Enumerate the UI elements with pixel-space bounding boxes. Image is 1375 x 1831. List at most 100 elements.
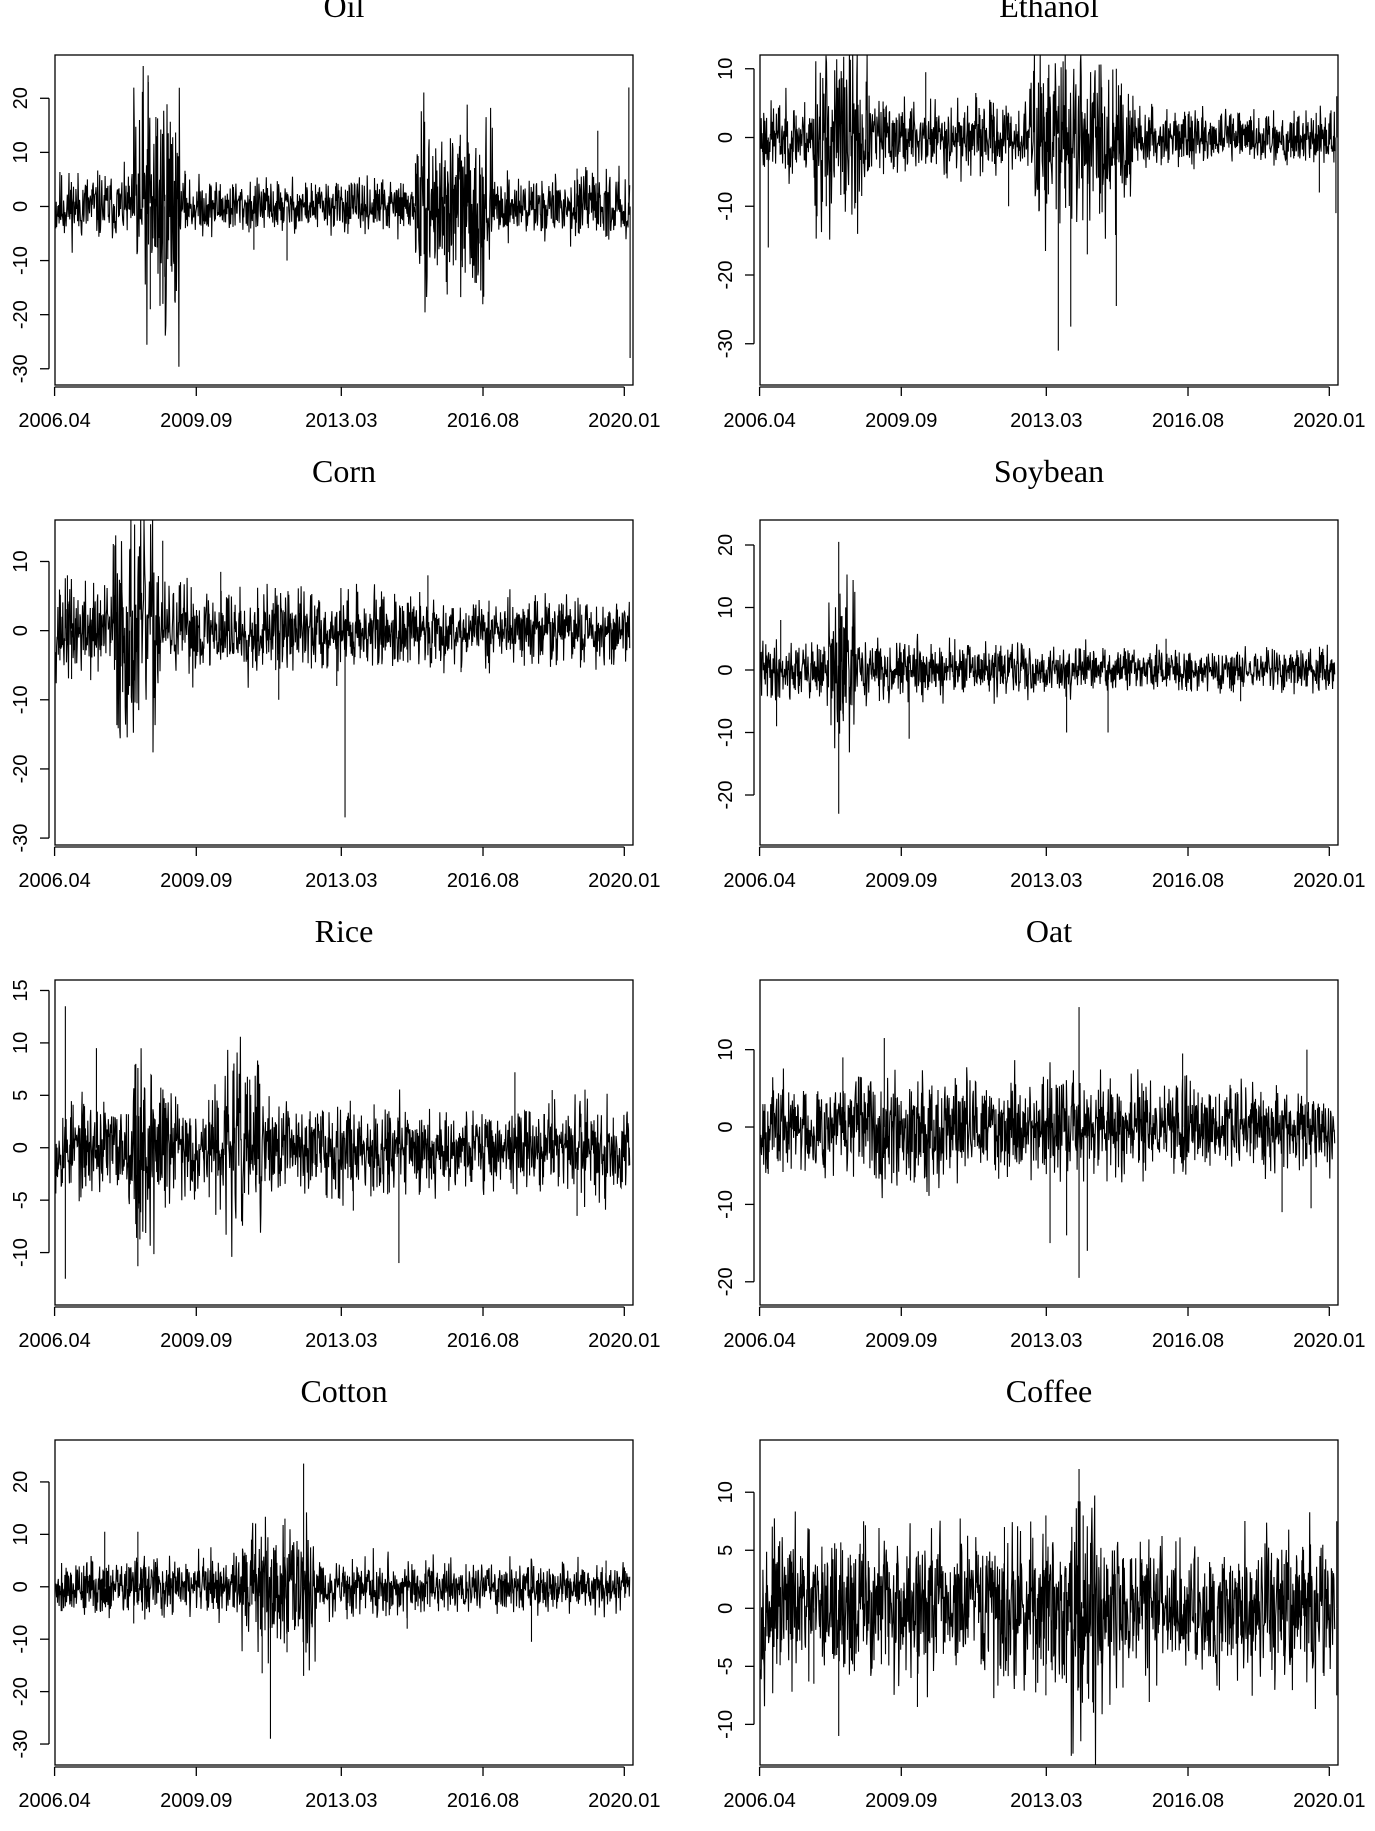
x-tick-label: 2016.08	[447, 410, 519, 432]
x-tick-label: 2009.09	[160, 1330, 232, 1352]
y-tick-label: 0	[715, 1121, 737, 1132]
panel-ethanol: Ethanol 10 0 -10 -20 -30 2006.04 2009.09 2013.03…	[715, 0, 1365, 432]
y-tick-label: 10	[715, 58, 737, 80]
x-tick-label: 2016.08	[447, 870, 519, 892]
panel-title: Cotton	[300, 1373, 387, 1409]
x-tick-label: 2016.08	[1152, 870, 1224, 892]
x-tick-label: 2006.04	[18, 410, 90, 432]
y-tick-label: 20	[10, 87, 32, 109]
y-tick-label: 0	[10, 1581, 32, 1592]
x-tick-label: 2009.09	[865, 1790, 937, 1812]
x-tick-label: 2020.01	[588, 410, 660, 432]
y-tick-label: 10	[10, 141, 32, 163]
plot-frame	[759, 979, 1339, 1306]
y-tick-label: 0	[10, 1142, 32, 1153]
x-tick-label: 2020.01	[588, 870, 660, 892]
x-tick-label: 2006.04	[18, 1790, 90, 1812]
x-tick-label: 2020.01	[1293, 1790, 1365, 1812]
series-line	[760, 1060, 1336, 1199]
y-tick-label: -30	[10, 1730, 32, 1759]
plot-frame	[54, 54, 634, 386]
panel-title: Corn	[312, 453, 376, 489]
plot-frame	[759, 54, 1339, 386]
x-tick-label: 2020.01	[588, 1330, 660, 1352]
y-tick-label: -10	[10, 685, 32, 714]
y-tick-label: 0	[10, 625, 32, 636]
y-tick-label: -20	[10, 300, 32, 329]
y-tick-label: 10	[715, 1039, 737, 1061]
x-tick-label: 2009.09	[865, 1330, 937, 1352]
x-tick-label: 2020.01	[1293, 410, 1365, 432]
series-line	[760, 1495, 1336, 1766]
plot-frame	[759, 1439, 1339, 1766]
series-line	[760, 574, 1336, 753]
series-line	[55, 1512, 631, 1671]
series-line	[55, 1036, 631, 1257]
y-tick-label: 0	[715, 132, 737, 143]
y-tick-label: -10	[715, 1710, 737, 1739]
panel-title: Oat	[1026, 913, 1072, 949]
y-tick-label: -5	[715, 1657, 737, 1675]
x-tick-label: 2006.04	[18, 870, 90, 892]
y-tick-label: -20	[10, 1677, 32, 1706]
y-tick-label: -20	[715, 261, 737, 290]
y-tick-label: 0	[10, 201, 32, 212]
x-tick-label: 2006.04	[723, 1790, 795, 1812]
y-tick-label: 5	[715, 1545, 737, 1556]
series-line	[55, 65, 631, 367]
y-tick-label: 0	[715, 664, 737, 675]
y-tick-label: 5	[10, 1090, 32, 1101]
x-tick-label: 2013.03	[1010, 1790, 1082, 1812]
x-tick-label: 2006.04	[723, 1330, 795, 1352]
panel-coffee: Coffee 10 5 0 -5 -10 2006.04 2009.09 2013.03 2016…	[715, 1373, 1365, 1812]
y-tick-label: 15	[10, 979, 32, 1001]
y-tick-label: -10	[715, 1190, 737, 1219]
panel-title: Rice	[315, 913, 374, 949]
x-tick-label: 2020.01	[1293, 870, 1365, 892]
x-tick-label: 2013.03	[305, 410, 377, 432]
y-tick-label: 10	[10, 550, 32, 572]
plot-frame	[759, 519, 1339, 846]
plot-frame	[54, 1439, 634, 1766]
x-tick-label: 2013.03	[1010, 1330, 1082, 1352]
y-tick-label: -30	[10, 824, 32, 853]
x-tick-label: 2006.04	[723, 410, 795, 432]
panels-group: Oil 20 10 0 -10 -20 -30 2006.04 2009.09 2013.03 20…	[10, 0, 1365, 1812]
x-tick-label: 2016.08	[447, 1790, 519, 1812]
x-tick-label: 2006.04	[18, 1330, 90, 1352]
y-tick-label: -20	[10, 754, 32, 783]
x-tick-label: 2016.08	[1152, 1790, 1224, 1812]
plot-frame	[54, 519, 634, 846]
x-tick-label: 2013.03	[1010, 410, 1082, 432]
panel-oat: Oat 10 0 -10 -20 2006.04 2009.09 2013.03 2016.08…	[715, 913, 1365, 1352]
y-tick-label: 0	[715, 1603, 737, 1614]
x-tick-label: 2009.09	[160, 410, 232, 432]
panel-corn: Corn 10 0 -10 -20 -30 2006.04 2009.09 2013.03 201…	[10, 453, 660, 892]
y-tick-label: -30	[10, 354, 32, 383]
x-tick-label: 2013.03	[305, 1330, 377, 1352]
x-tick-label: 2020.01	[588, 1790, 660, 1812]
panel-rice: Rice 15 10 5 0 -5 -10 2006.04 2009.09 2013.03 2016…	[10, 913, 660, 1352]
x-tick-label: 2016.08	[1152, 410, 1224, 432]
y-tick-label: -10	[715, 718, 737, 747]
y-tick-label: 10	[715, 596, 737, 618]
x-tick-label: 2013.03	[305, 1790, 377, 1812]
y-tick-label: -20	[715, 781, 737, 810]
y-tick-label: 10	[10, 1523, 32, 1545]
x-tick-label: 2013.03	[305, 870, 377, 892]
x-tick-label: 2009.09	[160, 870, 232, 892]
y-tick-label: 20	[715, 534, 737, 556]
x-tick-label: 2020.01	[1293, 1330, 1365, 1352]
x-tick-label: 2009.09	[160, 1790, 232, 1812]
y-tick-label: -10	[10, 246, 32, 275]
x-tick-label: 2016.08	[1152, 1330, 1224, 1352]
y-tick-label: 10	[715, 1481, 737, 1503]
panel-title: Soybean	[994, 453, 1104, 489]
panel-oil: Oil 20 10 0 -10 -20 -30 2006.04 2009.09 2013.03 20…	[10, 0, 660, 432]
x-tick-label: 2009.09	[865, 870, 937, 892]
y-tick-label: -5	[10, 1191, 32, 1209]
panel-title: Ethanol	[999, 0, 1099, 24]
x-tick-label: 2006.04	[723, 870, 795, 892]
panel-title: Coffee	[1006, 1373, 1092, 1409]
